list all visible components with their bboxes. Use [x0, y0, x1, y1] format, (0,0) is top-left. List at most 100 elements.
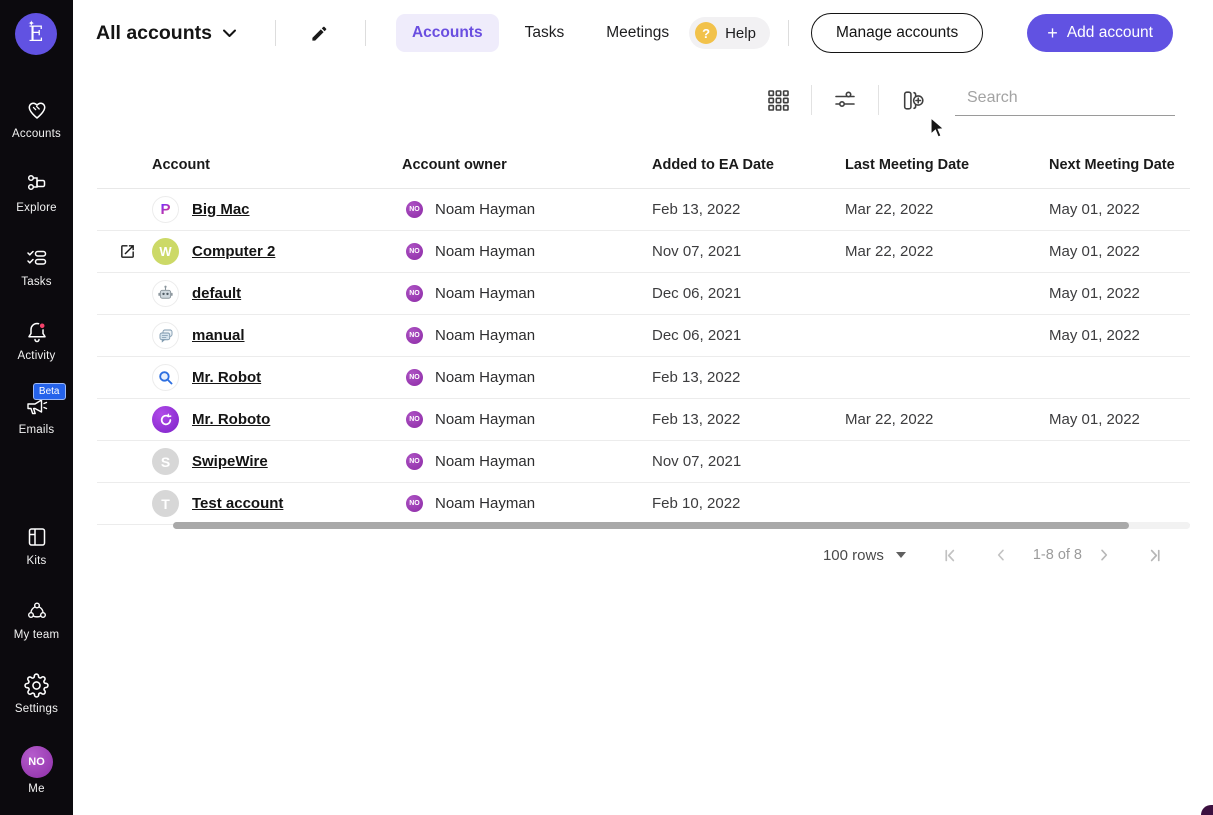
next-meeting-date: May 01, 2022 [1049, 243, 1190, 260]
account-link[interactable]: manual [192, 327, 245, 344]
filter-settings-icon [833, 88, 857, 112]
user-avatar: NO [21, 746, 53, 778]
table-row[interactable]: S SwipeWire NO Noam Hayman Nov 07, 2021 [97, 441, 1190, 483]
table-row[interactable]: manual NO Noam Hayman Dec 06, 2021 May 0… [97, 315, 1190, 357]
column-header-account-owner[interactable]: Account owner [402, 157, 652, 173]
logo-sparkle-icon: ✦ [28, 19, 35, 28]
purple-swirl-logo [158, 412, 174, 428]
account-link[interactable]: Test account [192, 495, 283, 512]
previous-page-button[interactable] [989, 543, 1013, 567]
tab-meetings[interactable]: Meetings [590, 14, 685, 52]
sidebar-item-explore[interactable]: Explore [0, 171, 73, 214]
account-link[interactable]: default [192, 285, 241, 302]
edit-view-button[interactable] [306, 20, 333, 47]
table-row[interactable]: P Big Mac NO Noam Hayman Feb 13, 2022 Ma… [97, 189, 1190, 231]
sidebar-label: Explore [16, 202, 56, 214]
sidebar-item-kits[interactable]: Kits [0, 524, 73, 567]
first-page-button[interactable] [938, 543, 963, 568]
sidebar-item-my-team[interactable]: My team [0, 598, 73, 641]
gear-icon [24, 672, 50, 698]
chevron-right-icon [1096, 547, 1112, 563]
heart-handshake-icon [24, 97, 50, 123]
table-row[interactable]: default NO Noam Hayman Dec 06, 2021 May … [97, 273, 1190, 315]
owner-avatar: NO [406, 369, 423, 386]
app-logo[interactable]: ✦ E [15, 13, 57, 55]
view-selector-dropdown[interactable]: All accounts [96, 22, 237, 45]
account-avatar [152, 322, 179, 349]
checklist-icon [24, 245, 50, 271]
view-selector-label: All accounts [96, 22, 212, 45]
sidebar-label: Kits [27, 555, 47, 567]
last-page-button[interactable] [1142, 543, 1167, 568]
sidebar-item-emails[interactable]: Beta Emails [0, 393, 73, 436]
added-to-ea-date: Nov 07, 2021 [652, 243, 845, 260]
help-button[interactable]: ? Help [689, 17, 770, 49]
account-avatar [152, 280, 179, 307]
tab-accounts[interactable]: Accounts [396, 14, 499, 52]
account-link[interactable]: Mr. Robot [192, 369, 261, 386]
filter-settings-button[interactable] [829, 84, 861, 116]
sidebar-label: Tasks [21, 276, 51, 288]
topbar: All accounts Accounts Tasks Meetings ? H… [73, 0, 1213, 66]
column-header-account[interactable]: Account [145, 157, 402, 173]
tab-bar: Accounts Tasks Meetings [396, 14, 685, 52]
open-in-new-icon[interactable] [119, 243, 136, 260]
sidebar-item-activity[interactable]: Activity [0, 319, 73, 362]
rows-per-page-select[interactable]: 100 rows [823, 547, 906, 564]
robot-avatar [156, 284, 175, 303]
green-swirl-logo: W [159, 244, 171, 259]
account-avatar: P [152, 196, 179, 223]
account-link[interactable]: Mr. Roboto [192, 411, 270, 428]
last-page-icon [1146, 547, 1163, 564]
question-mark-icon: ? [695, 22, 717, 44]
added-to-ea-date: Dec 06, 2021 [652, 285, 845, 302]
scrollbar-thumb[interactable] [173, 522, 1129, 529]
grid-view-button[interactable] [763, 85, 794, 116]
owner-avatar: NO [406, 243, 423, 260]
search-box [955, 84, 1175, 116]
letter-avatar: T [161, 496, 170, 512]
column-header-added-to-ea-date[interactable]: Added to EA Date [652, 157, 845, 173]
account-link[interactable]: Big Mac [192, 201, 250, 218]
account-link[interactable]: SwipeWire [192, 453, 268, 470]
account-link[interactable]: Computer 2 [192, 243, 275, 260]
accounts-table: Account Account owner Added to EA Date L… [97, 142, 1190, 525]
table-row[interactable]: W Computer 2 NO Noam Hayman Nov 07, 2021… [97, 231, 1190, 273]
divider [275, 20, 276, 46]
owner-avatar: NO [406, 327, 423, 344]
table-row[interactable]: Mr. Robot NO Noam Hayman Feb 13, 2022 [97, 357, 1190, 399]
added-to-ea-date: Nov 07, 2021 [652, 453, 845, 470]
team-icon [24, 598, 50, 624]
column-header-next-meeting-date[interactable]: Next Meeting Date [1049, 157, 1190, 173]
letter-avatar: S [161, 454, 170, 470]
tab-tasks[interactable]: Tasks [509, 14, 581, 52]
notebook-icon [24, 524, 50, 550]
sidebar-label: Activity [17, 350, 55, 362]
sidebar-item-settings[interactable]: Settings [0, 672, 73, 715]
add-account-button[interactable]: + Add account [1027, 14, 1173, 52]
account-avatar: W [152, 238, 179, 265]
manage-accounts-button[interactable]: Manage accounts [811, 13, 983, 53]
divider [811, 85, 812, 115]
sidebar-item-tasks[interactable]: Tasks [0, 245, 73, 288]
search-input[interactable] [967, 89, 1174, 107]
table-row[interactable]: Mr. Roboto NO Noam Hayman Feb 13, 2022 M… [97, 399, 1190, 441]
sidebar-item-accounts[interactable]: Accounts [0, 97, 73, 140]
rows-per-page-label: 100 rows [823, 547, 884, 564]
owner-name: Noam Hayman [435, 327, 535, 344]
table-row[interactable]: T Test account NO Noam Hayman Feb 10, 20… [97, 483, 1190, 525]
add-column-button[interactable] [896, 84, 929, 117]
column-header-last-meeting-date[interactable]: Last Meeting Date [845, 157, 1049, 173]
add-column-icon [900, 88, 925, 113]
plus-icon: + [1047, 24, 1058, 42]
account-avatar [152, 406, 179, 433]
pencil-icon [310, 24, 329, 43]
next-meeting-date: May 01, 2022 [1049, 411, 1190, 428]
chat-bubbles-avatar [157, 327, 175, 345]
next-page-button[interactable] [1092, 543, 1116, 567]
app-window: ✦ E Accounts Explore [0, 0, 1213, 815]
sidebar-item-me[interactable]: NO Me [0, 746, 73, 795]
added-to-ea-date: Feb 13, 2022 [652, 201, 845, 218]
owner-name: Noam Hayman [435, 243, 535, 260]
chevron-left-icon [993, 547, 1009, 563]
